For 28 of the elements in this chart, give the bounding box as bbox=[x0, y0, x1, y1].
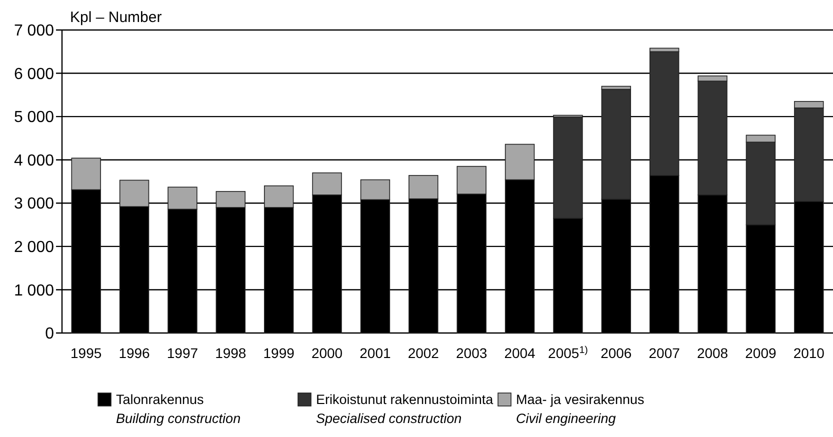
x-tick-label: 2009 bbox=[745, 345, 776, 361]
x-tick-label: 1995 bbox=[70, 345, 102, 361]
y-tick-label: 3 000 bbox=[14, 196, 54, 213]
legend-label: Erikoistunut rakennustoiminta Specialised construction bbox=[316, 392, 494, 426]
x-tick-label: 1997 bbox=[166, 345, 198, 361]
x-tick-label: 2001 bbox=[360, 345, 391, 361]
legend-label: Talonrakennus Building construction bbox=[116, 392, 241, 426]
y-tick-label: 7 000 bbox=[14, 22, 54, 40]
y-tick-label: 4 000 bbox=[14, 152, 54, 170]
y-tick-label: 2 000 bbox=[14, 239, 54, 256]
x-tick-label: 1999 bbox=[263, 345, 295, 361]
x-tick-label: 2010 bbox=[793, 345, 825, 361]
y-tick-label: 0 bbox=[45, 326, 54, 343]
x-tick-label: 2007 bbox=[648, 345, 680, 361]
y-axis-title: Kpl – Number bbox=[70, 9, 162, 26]
x-tick-label: 2002 bbox=[408, 345, 440, 361]
x-tick-label: 2008 bbox=[696, 345, 728, 361]
x-tick-label: 1996 bbox=[118, 345, 150, 361]
x-tick-label: 2000 bbox=[311, 345, 343, 361]
x-tick-label: 2006 bbox=[600, 345, 632, 361]
y-tick-label: 6 000 bbox=[14, 66, 54, 83]
x-tick-label: 2003 bbox=[456, 345, 488, 361]
y-tick-label: 5 000 bbox=[14, 109, 54, 126]
x-tick-label: 1998 bbox=[215, 345, 246, 361]
legend-label: Maa- ja vesirakennus Civil engineering bbox=[516, 392, 645, 426]
y-tick-label: 1 000 bbox=[14, 282, 54, 300]
x-tick-label: 2004 bbox=[504, 345, 536, 361]
x-tick-label: 2005$^{1)}$ bbox=[548, 344, 588, 361]
